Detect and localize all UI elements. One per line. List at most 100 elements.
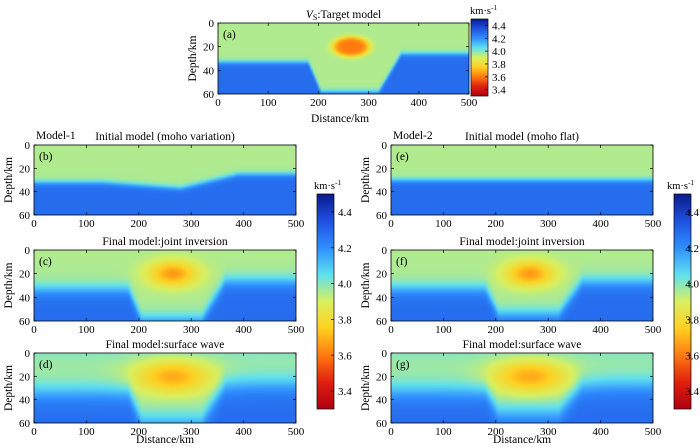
panel-label: (c) bbox=[39, 256, 52, 268]
panel-c: Final model:joint inversion(c)0 100 200 300… bbox=[3, 236, 305, 336]
colorbar-tick-label: 4.4 bbox=[492, 20, 506, 32]
y-axis-label: Depth/km bbox=[187, 35, 199, 81]
colorbar-tick-label: 4.4 bbox=[685, 207, 699, 219]
panel-title: VS:Target model bbox=[306, 9, 381, 22]
x-tick-label: 100 bbox=[78, 324, 95, 336]
panel-label: (a) bbox=[223, 29, 236, 41]
panel-frame bbox=[33, 352, 297, 424]
y-tick-label: 20 bbox=[376, 163, 388, 175]
heatmap-d bbox=[34, 353, 296, 423]
x-tick-label: 400 bbox=[411, 97, 428, 109]
x-tick-label: 200 bbox=[488, 218, 505, 230]
x-tick-label: 500 bbox=[288, 324, 305, 336]
y-tick-label: 0 bbox=[209, 18, 215, 30]
column-label-model-1: Model-1 bbox=[36, 130, 76, 142]
y-tick-label: 0 bbox=[25, 140, 31, 152]
x-tick-label: 400 bbox=[235, 324, 252, 336]
x-tick-label: 100 bbox=[78, 426, 95, 438]
x-tick-label: 0 bbox=[388, 324, 394, 336]
y-tick-label: 40 bbox=[376, 395, 388, 407]
heatmap-c bbox=[34, 250, 296, 321]
colorbar-tick-label: 3.6 bbox=[685, 350, 699, 362]
colorbar-unit: km·s-1 bbox=[667, 178, 694, 192]
colorbar-left: 4.4 4.2 4.0 3.8 3.6 3.4 km·s-1 bbox=[314, 178, 352, 410]
colorbar-tick-label: 3.8 bbox=[338, 314, 352, 326]
colorbar-tick-label: 3.8 bbox=[685, 314, 699, 326]
x-tick-label: 100 bbox=[260, 97, 277, 109]
colorbar-unit-exponent: -1 bbox=[688, 178, 694, 187]
colorbar-unit-base: km·s bbox=[470, 6, 491, 17]
y-tick-label: 40 bbox=[19, 187, 31, 199]
panel-title: Final model:surface wave bbox=[106, 339, 225, 351]
heatmap-b bbox=[34, 145, 296, 215]
y-tick-label: 0 bbox=[382, 245, 388, 257]
x-axis-label: Distance/km bbox=[311, 113, 369, 125]
x-tick-label: 0 bbox=[31, 218, 37, 230]
y-tick-label: 40 bbox=[203, 65, 215, 77]
title-text: :Target model bbox=[317, 9, 381, 21]
panel-label: (d) bbox=[39, 359, 53, 371]
colorbar-tick-label: 3.4 bbox=[338, 386, 352, 398]
panel-label: (e) bbox=[396, 151, 409, 163]
panel-title: Final model:joint inversion bbox=[459, 236, 584, 248]
y-tick-label: 20 bbox=[203, 42, 215, 54]
y-tick-label: 40 bbox=[19, 395, 31, 407]
y-axis-label: Depth/km bbox=[360, 157, 372, 203]
y-tick-label: 20 bbox=[376, 371, 388, 383]
x-tick-label: 100 bbox=[78, 218, 95, 230]
x-tick-label: 300 bbox=[540, 324, 557, 336]
x-tick-label: 100 bbox=[435, 218, 452, 230]
panel-frame bbox=[390, 249, 654, 322]
colorbar-tick-label: 4.2 bbox=[338, 243, 352, 255]
y-axis-label: Depth/km bbox=[3, 157, 15, 203]
y-tick-label: 0 bbox=[25, 245, 31, 257]
y-tick-label: 40 bbox=[376, 187, 388, 199]
title-subscript: S bbox=[313, 13, 317, 22]
colorbar-tick-label: 4.0 bbox=[338, 279, 352, 291]
colorbar-unit-base: km·s bbox=[667, 181, 688, 192]
heatmap-f bbox=[391, 250, 653, 321]
y-tick-label: 60 bbox=[376, 210, 388, 222]
panel-frame bbox=[390, 352, 654, 424]
panel-label: (f) bbox=[396, 256, 408, 268]
colorbar-unit-exponent: -1 bbox=[335, 178, 341, 187]
x-axis-label: Distance/km bbox=[136, 434, 194, 446]
x-tick-label: 300 bbox=[183, 218, 200, 230]
x-tick-label: 500 bbox=[288, 426, 305, 438]
y-axis-label: Depth/km bbox=[3, 262, 15, 308]
panel-b: Initial model (moho variation)(b)0 100 200… bbox=[3, 131, 305, 230]
column-label-model-2: Model-2 bbox=[393, 130, 433, 142]
x-tick-label: 400 bbox=[592, 324, 609, 336]
colorbar-scale bbox=[470, 18, 489, 97]
x-tick-label: 100 bbox=[435, 324, 452, 336]
title-symbol: V bbox=[306, 9, 315, 21]
panel-e: Initial model (moho flat)(e)0 100 200 300 40… bbox=[360, 131, 662, 230]
x-tick-label: 300 bbox=[540, 426, 557, 438]
y-tick-label: 20 bbox=[376, 269, 388, 281]
y-tick-label: 60 bbox=[19, 418, 31, 430]
y-axis-label: Depth/km bbox=[360, 365, 372, 411]
x-tick-label: 500 bbox=[645, 218, 662, 230]
x-tick-label: 500 bbox=[645, 426, 662, 438]
x-tick-label: 200 bbox=[131, 324, 148, 336]
colorbar-top: 4.44.24.03.83.63.4 km·s-1 bbox=[470, 3, 506, 97]
panel-title: Final model:joint inversion bbox=[102, 236, 227, 248]
colorbar-tick-label: 3.6 bbox=[338, 350, 352, 362]
x-tick-label: 300 bbox=[183, 426, 200, 438]
panel-d: Final model:surface wave(d)0 100 200 300 400… bbox=[3, 339, 305, 446]
x-tick-label: 0 bbox=[388, 218, 394, 230]
y-tick-label: 20 bbox=[19, 163, 31, 175]
colorbar-tick-label: 4.2 bbox=[492, 33, 506, 45]
x-tick-label: 0 bbox=[388, 426, 394, 438]
panel-frame bbox=[33, 249, 297, 322]
colorbar-tick-label: 4.2 bbox=[685, 243, 699, 255]
colorbar-unit: km·s-1 bbox=[314, 178, 341, 192]
y-axis-label: Depth/km bbox=[3, 365, 15, 411]
y-tick-label: 0 bbox=[25, 348, 31, 360]
colorbar-tick-label: 4.4 bbox=[338, 207, 352, 219]
y-tick-label: 40 bbox=[19, 292, 31, 304]
x-tick-label: 0 bbox=[31, 324, 37, 336]
x-tick-label: 200 bbox=[131, 426, 148, 438]
panel-frame bbox=[217, 22, 470, 95]
colorbar-right: 4.4 4.2 4.0 3.8 3.6 3.4 km·s-1 bbox=[667, 178, 700, 410]
